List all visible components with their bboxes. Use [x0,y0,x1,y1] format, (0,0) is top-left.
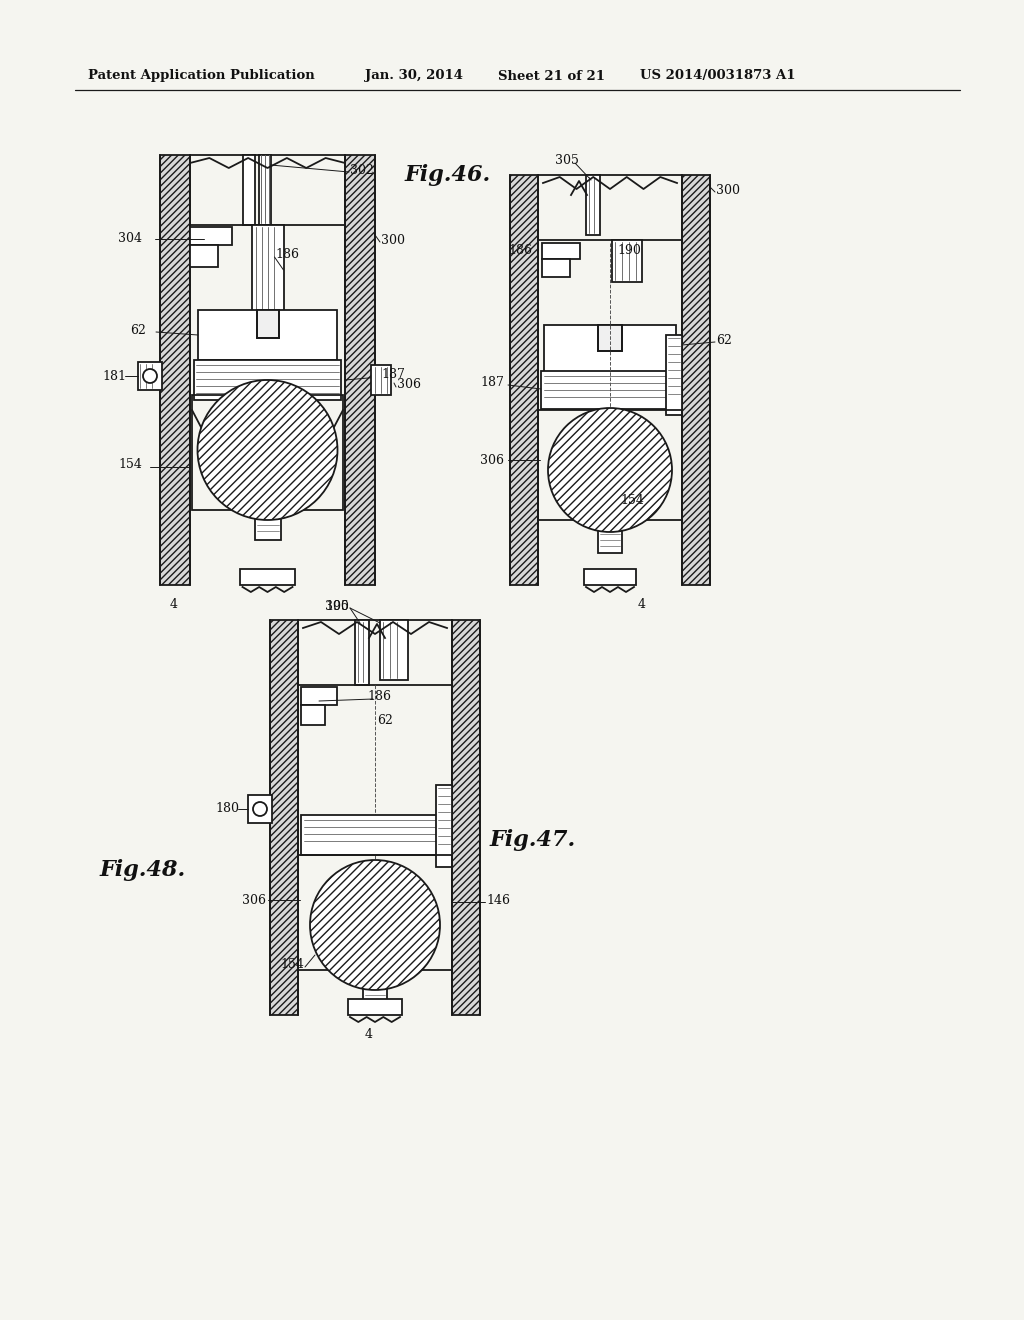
Text: 154: 154 [118,458,142,471]
Text: 306: 306 [397,379,421,392]
Text: 62: 62 [716,334,732,346]
Polygon shape [190,227,232,246]
Text: Fig.48.: Fig.48. [100,859,186,880]
Text: 305: 305 [325,599,349,612]
Text: 300: 300 [381,234,406,247]
Text: 305: 305 [555,154,579,168]
Text: 187: 187 [480,376,504,389]
Polygon shape [160,154,190,585]
Text: 180: 180 [215,803,239,816]
Text: 300: 300 [716,183,740,197]
Circle shape [198,380,338,520]
Text: US 2014/0031873 A1: US 2014/0031873 A1 [640,70,796,82]
Polygon shape [301,686,337,705]
Polygon shape [190,246,218,267]
Text: 187: 187 [381,368,404,381]
Polygon shape [258,154,270,224]
Polygon shape [510,176,538,585]
Text: 190: 190 [325,599,349,612]
Text: 306: 306 [480,454,504,466]
Polygon shape [598,525,622,553]
Circle shape [253,803,267,816]
Text: 304: 304 [118,232,142,246]
Polygon shape [380,620,408,680]
Text: 4: 4 [365,1028,373,1041]
Polygon shape [452,620,480,1015]
Text: 4: 4 [170,598,178,611]
Text: 186: 186 [275,248,299,261]
Text: 62: 62 [130,323,145,337]
Polygon shape [270,620,298,1015]
Text: 62: 62 [377,714,393,726]
Polygon shape [586,176,600,235]
Polygon shape [682,176,710,585]
Circle shape [548,408,672,532]
Polygon shape [541,371,679,409]
Text: 154: 154 [280,958,304,972]
Polygon shape [355,620,369,685]
Text: 302: 302 [350,164,374,177]
Polygon shape [301,705,325,725]
Polygon shape [301,814,449,855]
Text: Fig.47.: Fig.47. [490,829,577,851]
Polygon shape [436,785,452,867]
Polygon shape [240,569,295,585]
Polygon shape [256,310,279,338]
Polygon shape [544,325,676,374]
Polygon shape [362,979,387,1008]
Text: Fig.46.: Fig.46. [406,164,492,186]
Text: Sheet 21 of 21: Sheet 21 of 21 [498,70,605,82]
Polygon shape [243,154,255,224]
Polygon shape [371,366,391,395]
Polygon shape [138,362,162,389]
Polygon shape [598,325,622,351]
Polygon shape [198,310,337,360]
Polygon shape [612,240,642,282]
Polygon shape [542,243,580,259]
Text: 186: 186 [367,690,391,704]
Text: 181: 181 [102,370,126,383]
Polygon shape [252,224,284,319]
Circle shape [143,370,157,383]
Polygon shape [255,510,281,540]
Circle shape [310,861,440,990]
Text: 4: 4 [638,598,646,611]
Polygon shape [248,795,272,822]
Text: Jan. 30, 2014: Jan. 30, 2014 [365,70,463,82]
Polygon shape [345,154,375,585]
Polygon shape [584,569,636,585]
Text: 190: 190 [617,244,641,257]
Text: 306: 306 [242,894,266,907]
Text: 186: 186 [508,244,532,257]
Text: 154: 154 [620,494,644,507]
Polygon shape [348,999,402,1015]
Text: Patent Application Publication: Patent Application Publication [88,70,314,82]
Polygon shape [194,360,341,400]
Polygon shape [542,259,570,277]
Text: 146: 146 [486,894,510,907]
Polygon shape [666,335,682,414]
